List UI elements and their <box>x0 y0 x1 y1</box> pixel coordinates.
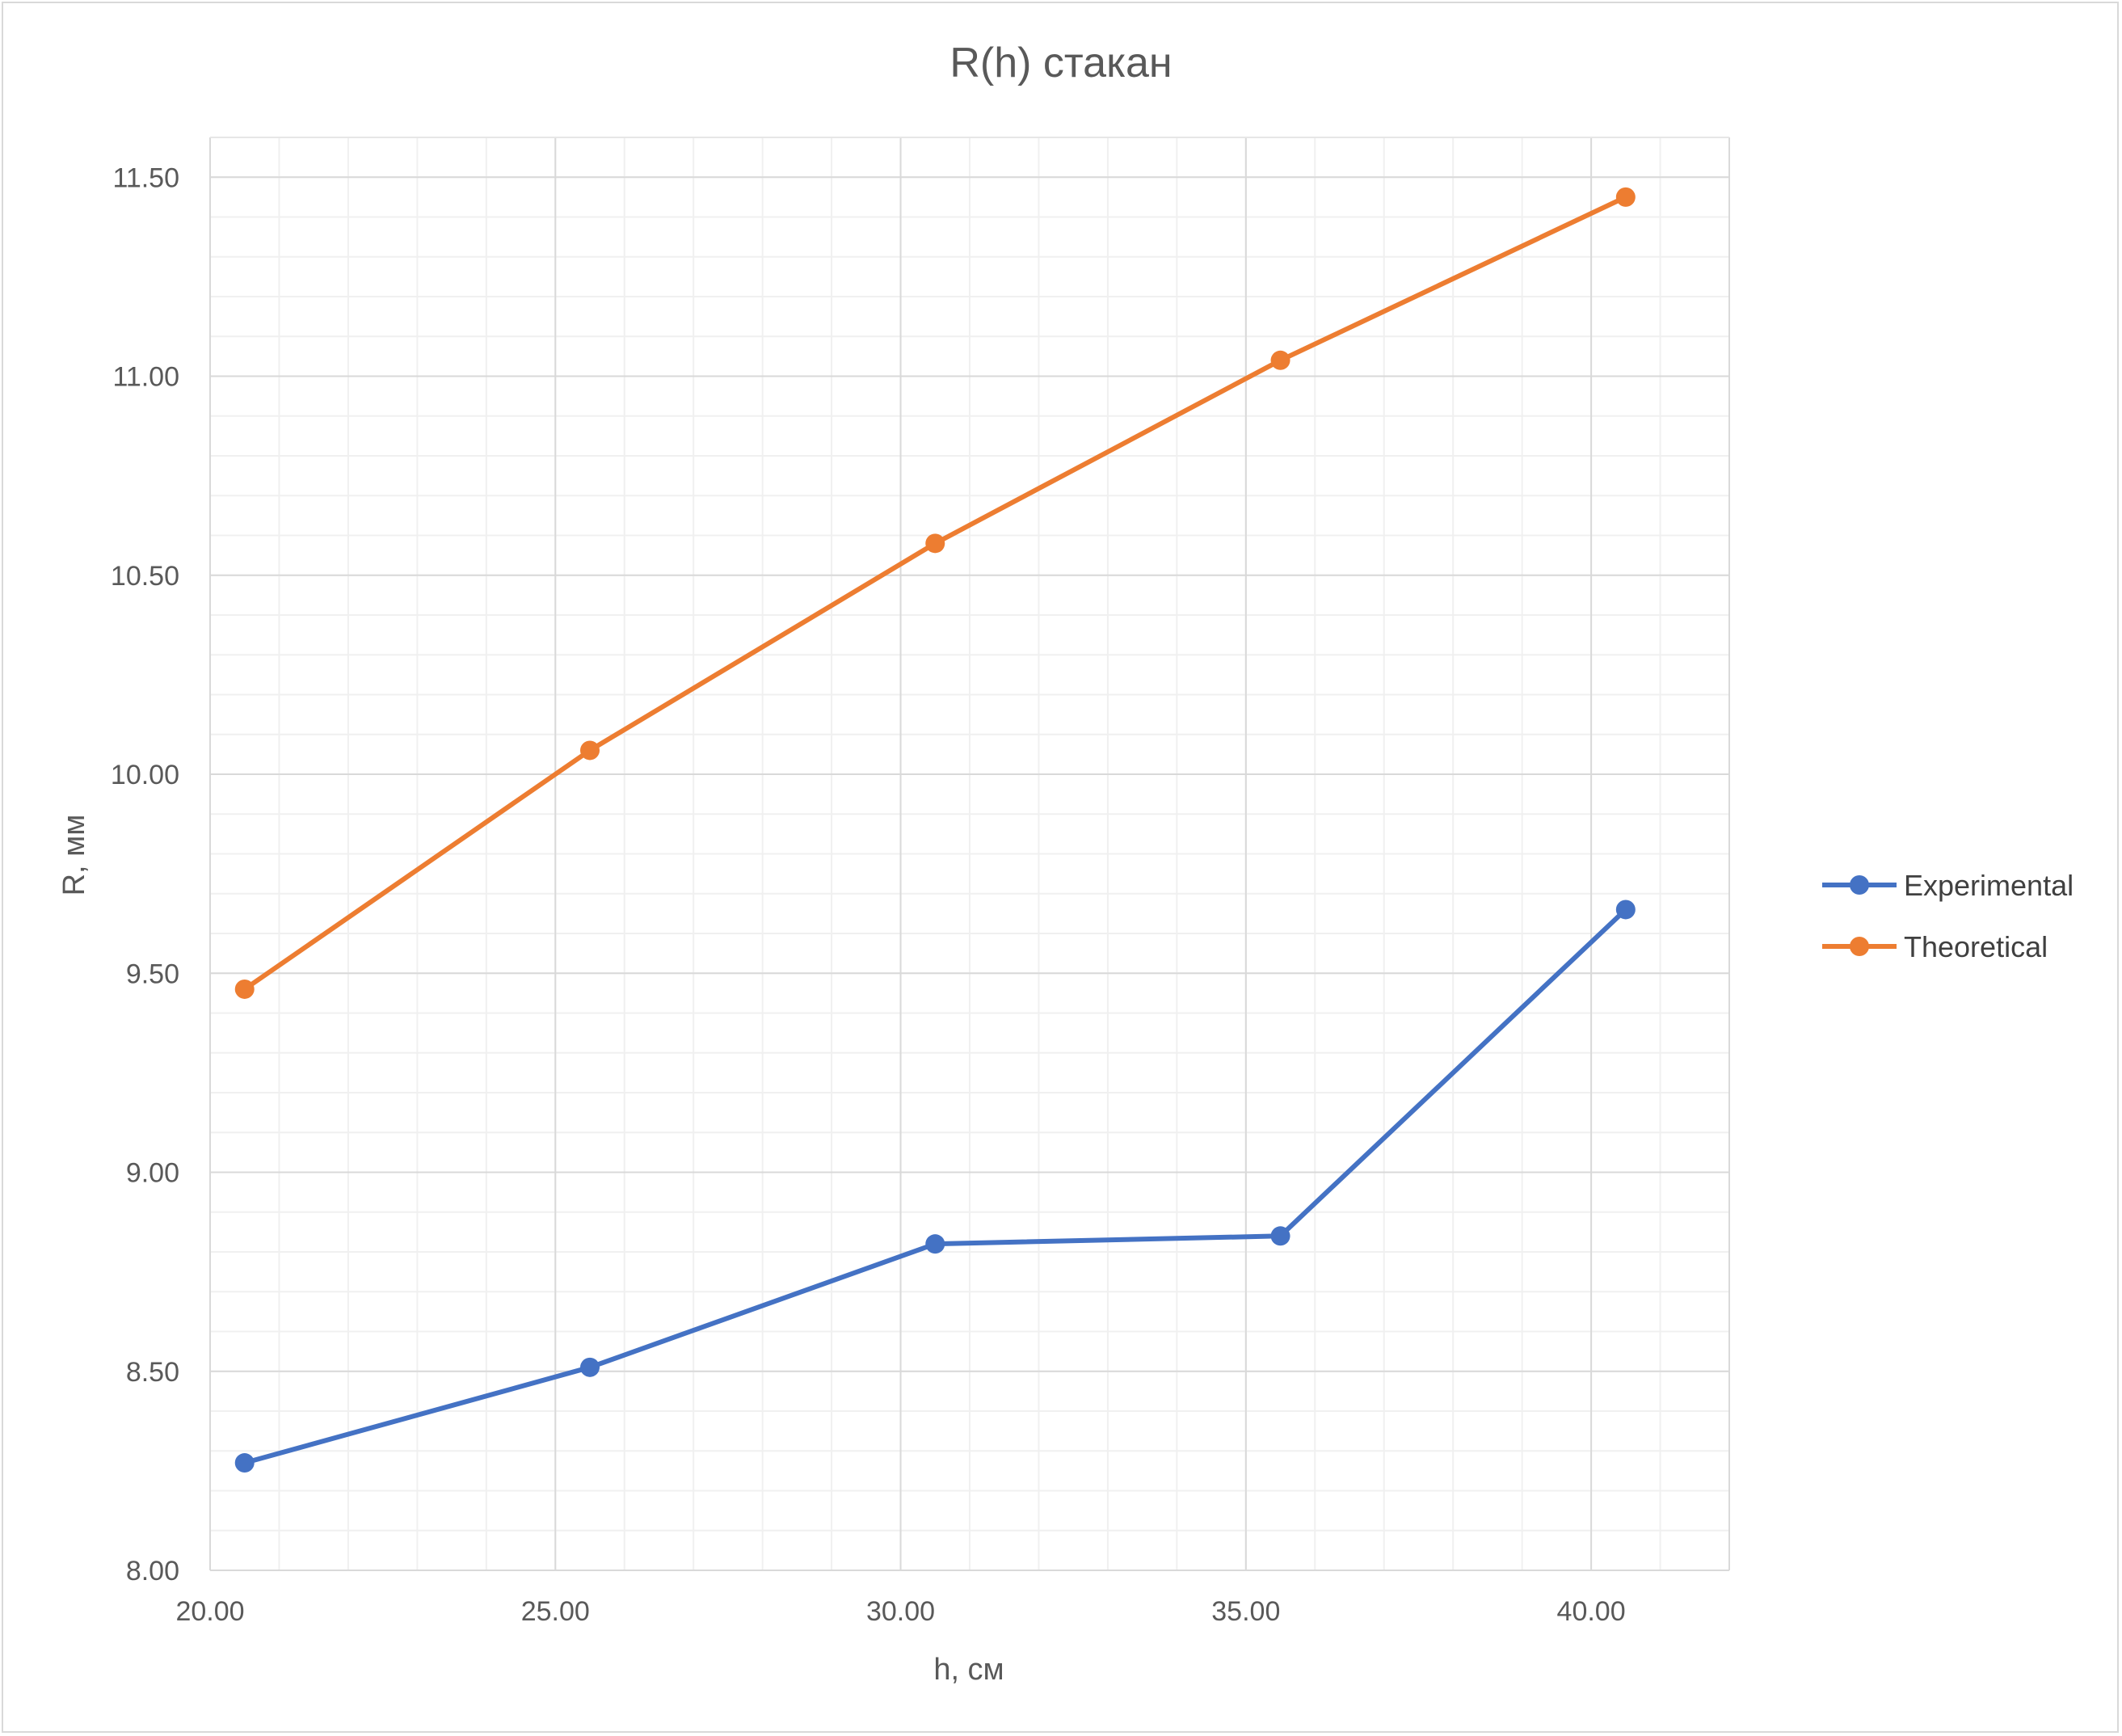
data-point-experimental <box>580 1357 600 1377</box>
legend-label-theoretical: Theoretical <box>1904 930 2048 963</box>
data-point-theoretical <box>580 740 600 761</box>
data-point-theoretical <box>1270 350 1290 370</box>
y-tick-label: 8.00 <box>126 1556 179 1586</box>
legend-marker-theoretical <box>1850 937 1869 956</box>
tick-labels: 20.00 25.00 30.00 35.00 40.00 8.00 8.50 9.00 9.5… <box>111 162 1626 1627</box>
y-tick-label: 11.50 <box>112 162 179 193</box>
y-tick-label: 8.50 <box>126 1357 179 1388</box>
data-point-theoretical <box>1615 187 1636 207</box>
x-tick-label: 25.00 <box>521 1596 590 1627</box>
y-tick-label: 9.00 <box>126 1158 179 1189</box>
major-grid <box>209 137 1730 1571</box>
data-point-experimental <box>1615 900 1636 920</box>
plot-series <box>234 187 1636 1473</box>
x-tick-label: 40.00 <box>1557 1596 1626 1627</box>
chart-title: R(h) стакан <box>949 40 1172 86</box>
x-tick-label: 30.00 <box>866 1596 935 1627</box>
data-point-experimental <box>234 1453 255 1473</box>
x-axis-label: h, см <box>933 1653 1004 1687</box>
x-tick-label: 35.00 <box>1211 1596 1280 1627</box>
y-tick-label: 10.50 <box>111 561 179 592</box>
y-tick-label: 10.00 <box>111 760 179 790</box>
series-line-experimental <box>243 908 1627 1465</box>
data-point-experimental <box>1270 1226 1290 1246</box>
data-point-theoretical <box>234 979 255 999</box>
data-point-experimental <box>925 1234 945 1254</box>
legend-marker-experimental <box>1850 875 1869 895</box>
legend-label-experimental: Experimental <box>1904 869 2074 902</box>
y-axis-label: R, мм <box>57 815 91 896</box>
y-tick-label: 9.50 <box>126 959 179 989</box>
legend: Experimental Theoretical <box>1822 869 2074 963</box>
data-point-theoretical <box>925 533 945 554</box>
series-line-theoretical <box>243 195 1627 992</box>
x-tick-label: 20.00 <box>175 1596 244 1627</box>
y-tick-label: 11.00 <box>112 362 179 393</box>
